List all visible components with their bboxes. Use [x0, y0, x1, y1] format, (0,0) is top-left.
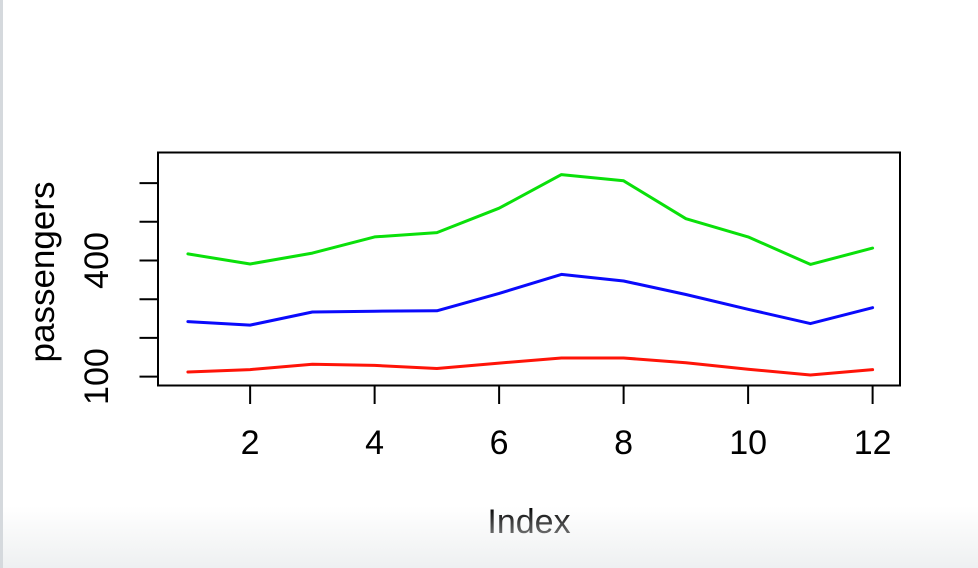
x-axis-tick-label: 12	[854, 424, 892, 462]
x-axis-label: Index	[487, 503, 570, 541]
x-axis-tick-label: 10	[729, 424, 767, 462]
x-axis-tick-label: 8	[614, 424, 633, 462]
y-axis-label: passengers	[23, 182, 62, 363]
pane-left-border	[0, 0, 3, 568]
y-axis-tick-label: 100	[78, 348, 116, 405]
data-line-blue-line-middle	[186, 272, 875, 327]
x-axis-tick-label: 4	[365, 424, 384, 462]
plot-box	[157, 151, 901, 387]
y-axis-tick-label: 400	[78, 232, 116, 289]
data-line-green-line-top	[186, 173, 875, 266]
data-line-red-line-bottom	[186, 356, 875, 377]
x-axis-tick-label: 6	[490, 424, 509, 462]
x-axis-tick-label: 2	[241, 424, 260, 462]
